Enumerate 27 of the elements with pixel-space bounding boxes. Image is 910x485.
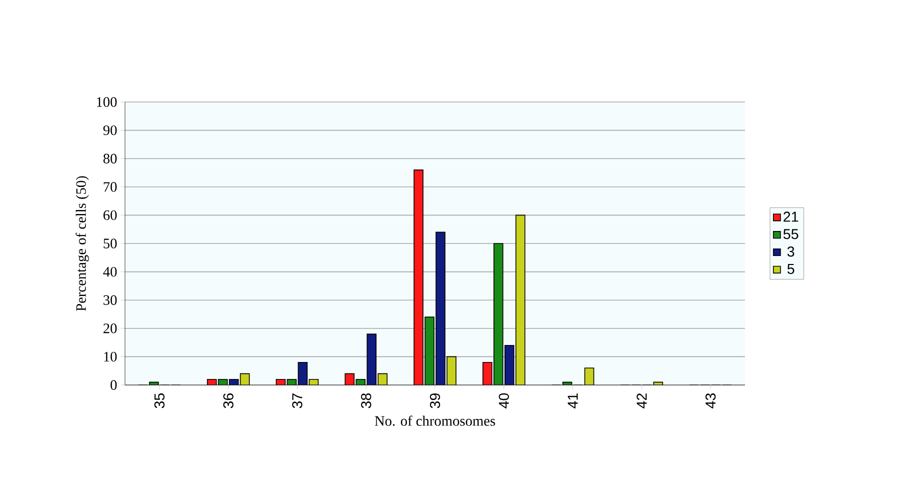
x-tick-label: 38 (361, 393, 372, 408)
legend-label: 55 (783, 229, 798, 240)
y-tick-label: 30 (104, 295, 117, 305)
y-tick-label: 20 (104, 324, 117, 334)
y-tick-label: 50 (104, 238, 117, 248)
x-tick-label: 42 (636, 394, 647, 408)
bar (298, 362, 308, 385)
x-tick-label: 41 (568, 393, 578, 408)
legend-label: 21 (784, 212, 798, 222)
y-axis-title: Percentage of cells (50) (76, 176, 89, 312)
x-tick-label: 36 (223, 393, 234, 408)
x-tick-label: 43 (705, 393, 716, 408)
y-tick-label: 100 (96, 97, 117, 107)
y-tick-label: 80 (103, 154, 117, 164)
x-tick-label: 40 (498, 393, 509, 408)
y-tick-label: 40 (103, 266, 117, 277)
y-tick-label: 60 (103, 210, 117, 220)
y-tick-label: 10 (104, 352, 117, 362)
x-axis-title: No. of chromosomes (374, 416, 496, 426)
y-tick-label: 70 (104, 182, 117, 192)
x-tick-label: 39 (430, 393, 440, 408)
legend-label: 5 (787, 264, 794, 274)
x-tick-label: 37 (292, 394, 302, 408)
legend-label: 3 (787, 246, 794, 257)
y-tick-label: 0 (110, 380, 117, 390)
x-tick-label: 35 (154, 393, 165, 408)
y-tick-label: 90 (103, 125, 117, 136)
